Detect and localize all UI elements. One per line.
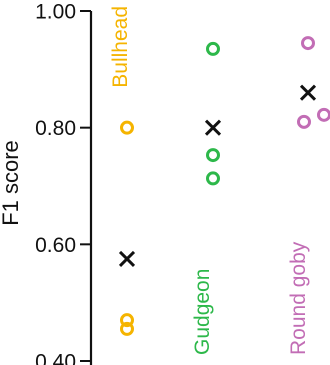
y-axis-label: F1 score xyxy=(0,140,23,226)
mean-marker-bullhead xyxy=(118,250,136,267)
data-point-bullhead xyxy=(120,321,134,336)
y-tick-label: 0.80 xyxy=(35,117,76,140)
y-tick-label: 1.00 xyxy=(35,1,76,24)
mean-marker-round-goby xyxy=(299,84,317,101)
data-point-round-goby xyxy=(301,36,315,51)
category-label-bullhead: Bullhead xyxy=(109,6,132,88)
y-tick-label: 0.60 xyxy=(35,234,76,257)
data-point-bullhead xyxy=(120,313,134,328)
mean-marker-gudgeon xyxy=(204,119,222,136)
data-point-round-goby xyxy=(297,114,311,129)
data-point-gudgeon xyxy=(206,41,220,56)
data-point-gudgeon xyxy=(206,171,220,186)
category-label-round-goby: Round goby xyxy=(287,241,310,355)
data-point-bullhead xyxy=(120,120,134,135)
category-label-gudgeon: Gudgeon xyxy=(191,269,214,355)
y-tick-label: 0.40 xyxy=(35,351,76,365)
data-point-round-goby xyxy=(317,107,330,122)
data-point-gudgeon xyxy=(206,148,220,163)
